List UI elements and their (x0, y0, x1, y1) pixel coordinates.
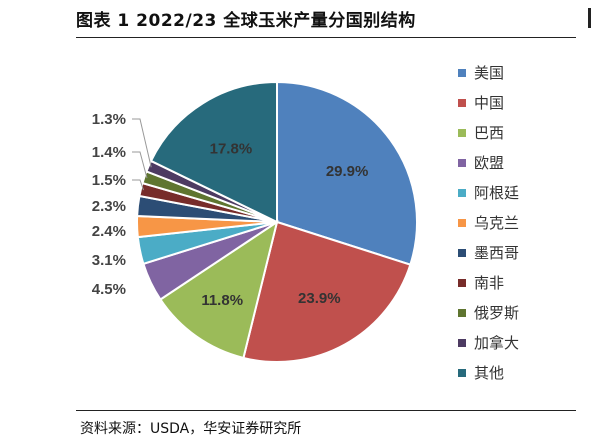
legend-label-2: 中国 (474, 94, 504, 112)
legend-label-3: 巴西 (474, 124, 504, 142)
slice-label-1: 29.9% (326, 163, 369, 180)
legend-swatch-9 (458, 309, 466, 317)
leader-line-10 (132, 118, 152, 168)
slice-label-9: 1.4% (92, 144, 126, 161)
legend-label-1: 美国 (474, 64, 504, 82)
legend-swatch-1 (458, 69, 466, 77)
pie-slice-1 (276, 80, 418, 266)
legend-swatch-7 (458, 249, 466, 257)
pie-slice-2 (242, 220, 412, 363)
leader-line-8 (132, 179, 144, 191)
legend-label-11: 其他 (474, 364, 504, 382)
pie-slice-11 (149, 80, 278, 224)
slice-label-8: 1.5% (92, 172, 126, 189)
slice-label-5: 3.1% (92, 252, 126, 269)
header-marker (588, 8, 591, 28)
legend-label-10: 加拿大 (474, 334, 519, 352)
slice-label-10: 1.3% (92, 111, 126, 128)
legend-swatch-5 (458, 189, 466, 197)
legend-label-5: 阿根廷 (474, 184, 519, 202)
leader-lines (132, 118, 152, 191)
leader-line-9 (132, 151, 148, 179)
slice-label-6: 2.4% (92, 223, 126, 240)
slice-labels: 29.9% 23.9% 11.8% 4.5% 3.1% 2.4% 2.3% 1.5% 1.4% 1… (92, 111, 369, 309)
source-note: 资料来源：USDA，华安证券研究所 (80, 421, 302, 437)
legend-label-6: 乌克兰 (474, 214, 519, 232)
legend-swatch-6 (458, 219, 466, 227)
legend-swatch-4 (458, 159, 466, 167)
pie-slices (136, 80, 418, 363)
legend-swatch-8 (458, 279, 466, 287)
slice-label-4: 4.5% (92, 281, 126, 298)
legend-swatch-11 (458, 369, 466, 377)
legend-label-4: 欧盟 (474, 154, 504, 172)
chart-title: 图表 1 2022/23 全球玉米产量分国别结构 (76, 11, 416, 31)
slice-label-3: 11.8% (201, 292, 243, 309)
pie-slice-3 (159, 219, 279, 360)
slice-label-2: 23.9% (298, 290, 341, 307)
legend-swatch-3 (458, 129, 466, 137)
legend-label-7: 墨西哥 (474, 244, 519, 262)
legend-label-9: 俄罗斯 (474, 304, 519, 322)
top-rule (76, 37, 576, 38)
bottom-rule (76, 410, 576, 411)
legend-label-8: 南非 (474, 274, 504, 292)
legend-swatch-2 (458, 99, 466, 107)
slice-label-11: 17.8% (210, 140, 253, 157)
legend-swatch-10 (458, 339, 466, 347)
slice-label-7: 2.3% (92, 198, 126, 215)
